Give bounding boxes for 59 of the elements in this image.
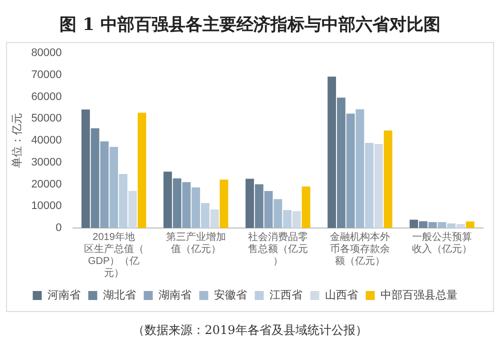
legend-label: 江西省 — [269, 288, 302, 302]
y-tick-label: 80000 — [31, 47, 62, 60]
bar — [246, 178, 254, 228]
x-tick-label: 2019年地区生产总值（GDP）（亿元） — [84, 230, 144, 279]
bar — [336, 98, 346, 228]
y-tick-label: 40000 — [31, 134, 62, 147]
y-tick-label: 70000 — [31, 68, 62, 81]
bar — [356, 109, 364, 228]
x-tick-label: 社会消费品零售总额（亿元） — [248, 230, 308, 267]
bar — [210, 209, 219, 228]
bar — [172, 178, 182, 228]
y-tick-label: 10000 — [31, 200, 62, 212]
bar — [384, 130, 392, 228]
bar — [110, 146, 118, 228]
y-tick-label: 0 — [56, 222, 62, 234]
bar — [192, 187, 200, 228]
bar — [283, 210, 292, 228]
y-tick-label: 20000 — [31, 178, 62, 190]
bar — [292, 211, 301, 228]
bar — [365, 142, 374, 228]
y-tick-label: 60000 — [31, 90, 62, 103]
bar — [201, 203, 210, 228]
bar — [447, 223, 456, 228]
legend-label: 湖南省 — [158, 288, 192, 302]
bar — [456, 224, 465, 228]
y-axis-title: 单位：亿元 — [10, 113, 24, 168]
text: （数据来源：2019年各省及县域统计公报） — [132, 322, 368, 339]
bar — [164, 172, 172, 228]
legend-label: 安徽省 — [214, 288, 247, 302]
x-tick-label: 一般公共预算收入（亿元） — [412, 230, 472, 255]
bar — [346, 114, 355, 228]
legend-label: 湖北省 — [102, 288, 136, 302]
bar — [118, 174, 128, 228]
bar — [100, 141, 109, 228]
bar — [374, 144, 383, 228]
bar — [328, 76, 336, 228]
bar — [410, 220, 418, 228]
chart-title: 图 1 中部百强县各主要经济指标与中部六省对比图 — [58, 14, 442, 37]
legend-label: 山西省 — [324, 288, 358, 302]
bar — [302, 186, 310, 228]
x-tick-label: 第三产业增加值（亿元） — [166, 230, 226, 255]
bar — [264, 191, 273, 228]
legend-label: 河南省 — [47, 288, 80, 302]
bar — [90, 128, 100, 228]
bar — [419, 221, 428, 228]
bar — [274, 199, 282, 228]
legend-label: 中部百强县总量 — [380, 288, 458, 302]
y-tick-label: 30000 — [31, 156, 62, 168]
bar — [428, 222, 437, 228]
bar — [254, 184, 264, 228]
bar — [81, 109, 90, 228]
bar — [220, 180, 228, 228]
bar — [438, 222, 446, 228]
x-tick-label: 金融机构本外币各项存款余额（亿元） — [330, 230, 390, 267]
y-tick-label: 50000 — [31, 112, 62, 125]
bar — [128, 190, 137, 228]
bar — [138, 112, 146, 228]
bar — [182, 182, 191, 228]
bar — [466, 221, 474, 228]
